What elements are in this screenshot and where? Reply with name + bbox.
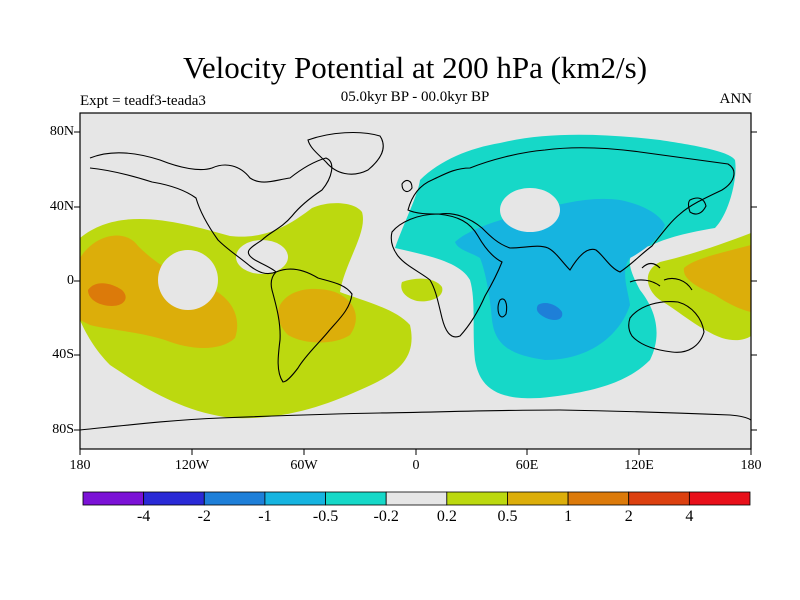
colorbar-swatch [385,491,448,506]
lon-label-180e: 180 [740,458,762,473]
lon-label-60e: 60E [515,458,539,473]
coast-japan [687,197,707,215]
lon-label-180w: 180 [69,458,91,473]
coast-madagascar [497,298,508,318]
neutral-hole-america [236,240,288,274]
colorbar-swatch [628,491,690,506]
coast-africa [390,213,503,338]
colorbar-swatch [143,491,205,506]
region-core-pacific [88,283,126,306]
lat-label-40s: 40S [52,347,74,362]
region-orange-westpacific [683,245,751,312]
colorbar-label: 1 [564,508,573,525]
coast-uk [401,179,413,193]
lat-label-80n: 80N [49,124,74,139]
map-field [80,113,751,449]
coast-indonesia [629,262,693,291]
lat-label-0: 0 [67,273,74,288]
colorbar-swatch [446,491,508,506]
lat-label-80s: 80S [52,422,74,437]
experiment-label: Expt = teadf3-teada3 [80,93,206,109]
lon-label-120w: 120W [174,458,210,473]
region-positive-pacific [80,203,412,419]
colorbar-label: -2 [197,508,211,525]
region-orange-samerica [278,288,356,343]
colorbar-label: 4 [685,508,694,525]
region-orange-pacific [80,235,238,348]
lon-label-0: 0 [412,458,420,473]
region-negative-min [536,302,563,320]
coast-antarctica [80,409,751,431]
coast-greenland [307,132,384,175]
colorbar-label: -1 [258,508,272,525]
colorbar-label: -4 [136,508,151,525]
colorbar [82,491,751,506]
neutral-hole-pacific [158,250,218,310]
lat-label-40n: 40N [49,199,74,214]
chart-title: Velocity Potential at 200 hPa (km2/s) [182,50,648,85]
colorbar-swatch [203,491,266,506]
lon-label-120e: 120E [624,458,654,473]
coast-eurasia [407,147,735,273]
colorbar-label: 0.2 [436,508,457,525]
season-label: ANN [719,91,753,107]
colorbar-swatch [82,491,145,506]
colorbar-swatch [688,491,751,506]
colorbar-label: 2 [624,508,633,525]
neutral-hole-caspian [500,188,560,232]
coast-australia [628,301,705,353]
colorbar-swatch [325,491,387,506]
lon-ticks [79,449,752,455]
coast-north-america [89,152,333,275]
lat-ticks [74,131,757,431]
chart-subtitle: 05.0kyr BP - 00.0kyr BP [340,89,490,105]
colorbar-swatch [567,491,630,506]
colorbar-label: -0.2 [373,508,399,525]
lon-label-60w: 60W [290,458,318,473]
coast-south-america [270,268,353,383]
colorbar-swatch [264,491,326,506]
colorbar-label: 0.5 [497,508,518,525]
colorbar-label: -0.5 [312,508,339,525]
coastlines [80,132,751,431]
region-negative-core [455,198,665,360]
colorbar-swatch [507,491,569,506]
